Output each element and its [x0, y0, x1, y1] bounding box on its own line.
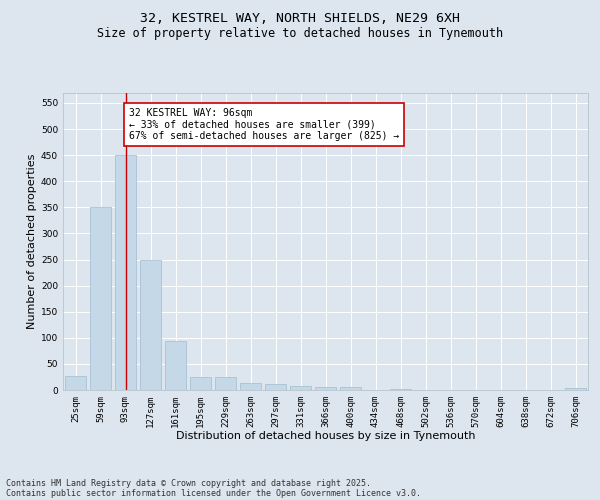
Y-axis label: Number of detached properties: Number of detached properties — [27, 154, 37, 329]
Bar — [340, 388, 361, 390]
Text: Contains HM Land Registry data © Crown copyright and database right 2025.: Contains HM Land Registry data © Crown c… — [6, 478, 371, 488]
Bar — [240, 383, 261, 390]
Text: Size of property relative to detached houses in Tynemouth: Size of property relative to detached ho… — [97, 28, 503, 40]
Bar — [290, 386, 311, 390]
Bar — [315, 387, 336, 390]
Bar — [265, 384, 286, 390]
Bar — [215, 378, 236, 390]
X-axis label: Distribution of detached houses by size in Tynemouth: Distribution of detached houses by size … — [176, 432, 475, 442]
Text: Contains public sector information licensed under the Open Government Licence v3: Contains public sector information licen… — [6, 488, 421, 498]
Bar — [565, 388, 586, 390]
Bar — [65, 376, 86, 390]
Bar — [115, 155, 136, 390]
Bar — [140, 260, 161, 390]
Text: 32, KESTREL WAY, NORTH SHIELDS, NE29 6XH: 32, KESTREL WAY, NORTH SHIELDS, NE29 6XH — [140, 12, 460, 26]
Bar — [165, 342, 186, 390]
Bar — [90, 208, 111, 390]
Bar — [190, 378, 211, 390]
Text: 32 KESTREL WAY: 96sqm
← 33% of detached houses are smaller (399)
67% of semi-det: 32 KESTREL WAY: 96sqm ← 33% of detached … — [129, 108, 400, 142]
